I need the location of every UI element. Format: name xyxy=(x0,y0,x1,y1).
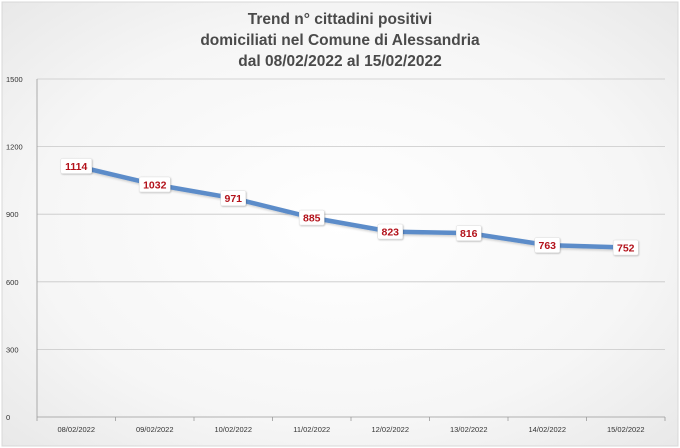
x-tick-label: 12/02/2022 xyxy=(371,425,409,434)
data-label-box xyxy=(139,176,171,193)
gridlines xyxy=(37,78,665,350)
y-tick-label: 600 xyxy=(6,278,19,287)
x-tick-label: 13/02/2022 xyxy=(450,425,488,434)
y-tick-label: 1500 xyxy=(6,75,23,84)
data-label: 1032 xyxy=(139,176,171,193)
data-label-value: 763 xyxy=(538,240,556,252)
data-label-value: 1032 xyxy=(143,179,167,191)
data-label-value: 823 xyxy=(381,227,399,239)
data-label-value: 1114 xyxy=(65,161,87,173)
chart-title-line-3: dal 08/02/2022 al 15/02/2022 xyxy=(238,53,442,70)
y-tick-label: 300 xyxy=(6,345,19,354)
data-label-value: 885 xyxy=(303,213,321,225)
x-tick-label: 15/02/2022 xyxy=(607,425,645,434)
data-label-value: 816 xyxy=(460,228,478,240)
data-label: 1114 xyxy=(60,158,92,174)
data-label: 752 xyxy=(613,239,639,256)
data-labels: 1114 1032 971 885 823 816 763 752 xyxy=(60,158,639,256)
y-tick-label: 1200 xyxy=(6,143,23,152)
data-label-box xyxy=(220,190,246,206)
chart-title-line-2: domiciliati nel Comune di Alessandria xyxy=(200,32,480,49)
data-label: 816 xyxy=(456,225,482,241)
data-label: 885 xyxy=(299,209,325,226)
x-tick-label: 11/02/2022 xyxy=(293,425,330,434)
data-label: 763 xyxy=(534,237,560,253)
x-tick-label: 14/02/2022 xyxy=(528,425,566,434)
data-label-box xyxy=(613,239,639,256)
x-tick-label: 10/02/2022 xyxy=(214,425,252,434)
chart-title-line-1: Trend n° cittadini positivi xyxy=(247,11,433,28)
data-label-box xyxy=(377,223,403,240)
data-label-box xyxy=(534,237,560,253)
data-label-value: 752 xyxy=(617,243,635,255)
x-tick-label: 08/02/2022 xyxy=(57,425,95,434)
y-tick-label: 900 xyxy=(6,210,19,219)
y-tick-label: 0 xyxy=(6,413,10,422)
data-label-box xyxy=(456,225,482,241)
data-label-value: 971 xyxy=(224,193,242,205)
data-label: 823 xyxy=(377,223,403,240)
data-label: 971 xyxy=(220,190,246,206)
data-label-box xyxy=(60,158,92,174)
axes: 0 300 600 900 1200 1500 08/02/2022 09/02/2022 10… xyxy=(6,75,666,434)
data-label-box xyxy=(299,209,325,226)
x-tick-label: 09/02/2022 xyxy=(136,425,174,434)
